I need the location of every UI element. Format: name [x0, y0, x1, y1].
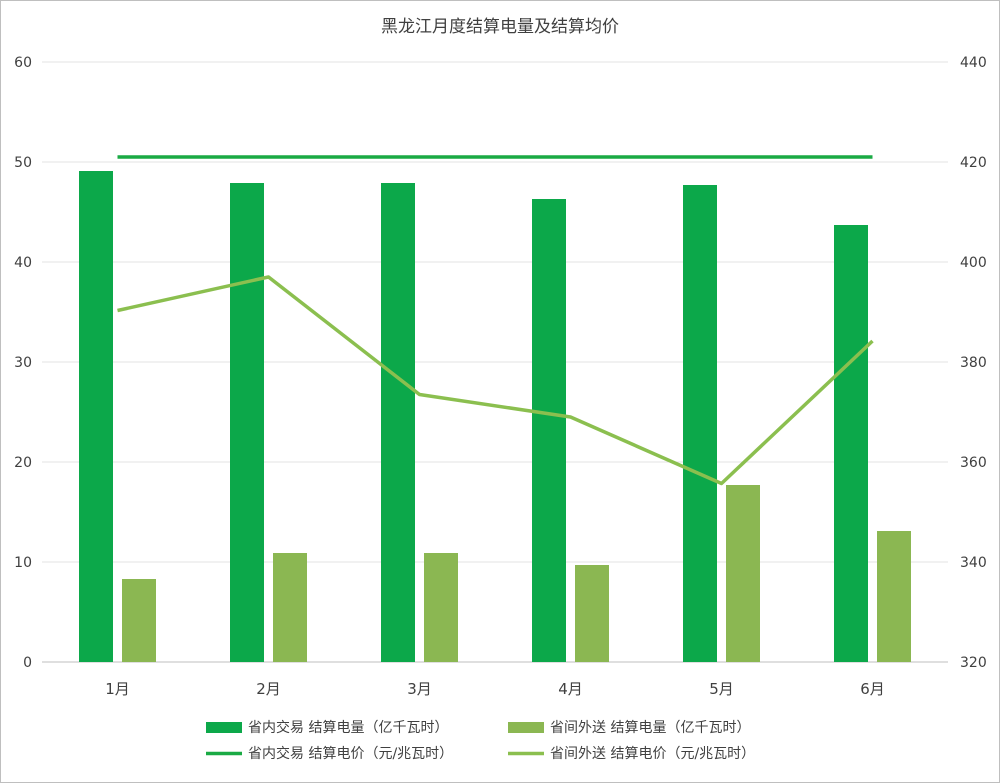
x-tick-label: 5月	[709, 680, 734, 698]
x-tick-label: 2月	[256, 680, 281, 698]
legend: 省内交易 结算电量（亿千瓦时） 省间外送 结算电量（亿千瓦时） 省内交易 结算电价（…	[206, 719, 755, 762]
left-tick-label: 10	[14, 555, 32, 571]
right-tick-label: 320	[960, 655, 987, 671]
bar	[575, 565, 609, 662]
legend-label: 省内交易 结算电价（元/兆瓦时）	[248, 745, 453, 762]
right-tick-label: 420	[960, 155, 987, 171]
left-tick-label: 40	[14, 255, 32, 271]
legend-label: 省内交易 结算电量（亿千瓦时）	[248, 719, 448, 736]
bar	[532, 199, 566, 662]
bar	[230, 183, 264, 662]
legend-swatch	[508, 722, 544, 733]
x-tick-label: 6月	[860, 680, 885, 698]
legend-label: 省间外送 结算电价（元/兆瓦时）	[550, 746, 755, 762]
right-tick-label: 360	[960, 455, 987, 471]
left-tick-label: 30	[14, 355, 32, 371]
bar	[683, 185, 717, 662]
x-axis: 1月 2月 3月 4月 5月 6月	[105, 680, 885, 698]
legend-swatch	[206, 722, 242, 733]
right-tick-label: 440	[960, 55, 987, 71]
bar	[726, 485, 760, 662]
right-tick-label: 400	[960, 255, 987, 271]
gridlines	[42, 61, 948, 663]
bar	[834, 225, 868, 662]
lines	[117, 155, 874, 486]
x-tick-label: 4月	[558, 680, 583, 698]
series-line	[117, 275, 874, 486]
left-tick-label: 0	[23, 655, 32, 671]
left-tick-label: 50	[14, 155, 32, 171]
legend-label: 省间外送 结算电量（亿千瓦时）	[550, 720, 750, 736]
left-tick-label: 60	[14, 55, 32, 71]
left-tick-label: 20	[14, 455, 32, 471]
bar	[424, 553, 458, 662]
right-tick-label: 340	[960, 555, 987, 571]
right-tick-label: 380	[960, 355, 987, 371]
x-tick-label: 3月	[407, 680, 432, 698]
bars	[79, 171, 911, 662]
x-tick-label: 1月	[105, 680, 130, 698]
bar	[381, 183, 415, 662]
right-axis: 320 340 360 380 400 420 440	[960, 55, 987, 671]
bar	[877, 531, 911, 662]
bar	[79, 171, 113, 662]
left-axis: 0 10 20 30 40 50 60	[14, 55, 32, 671]
bar	[122, 579, 156, 662]
bar	[273, 553, 307, 662]
chart-title: 黑龙江月度结算电量及结算均价	[381, 17, 619, 37]
